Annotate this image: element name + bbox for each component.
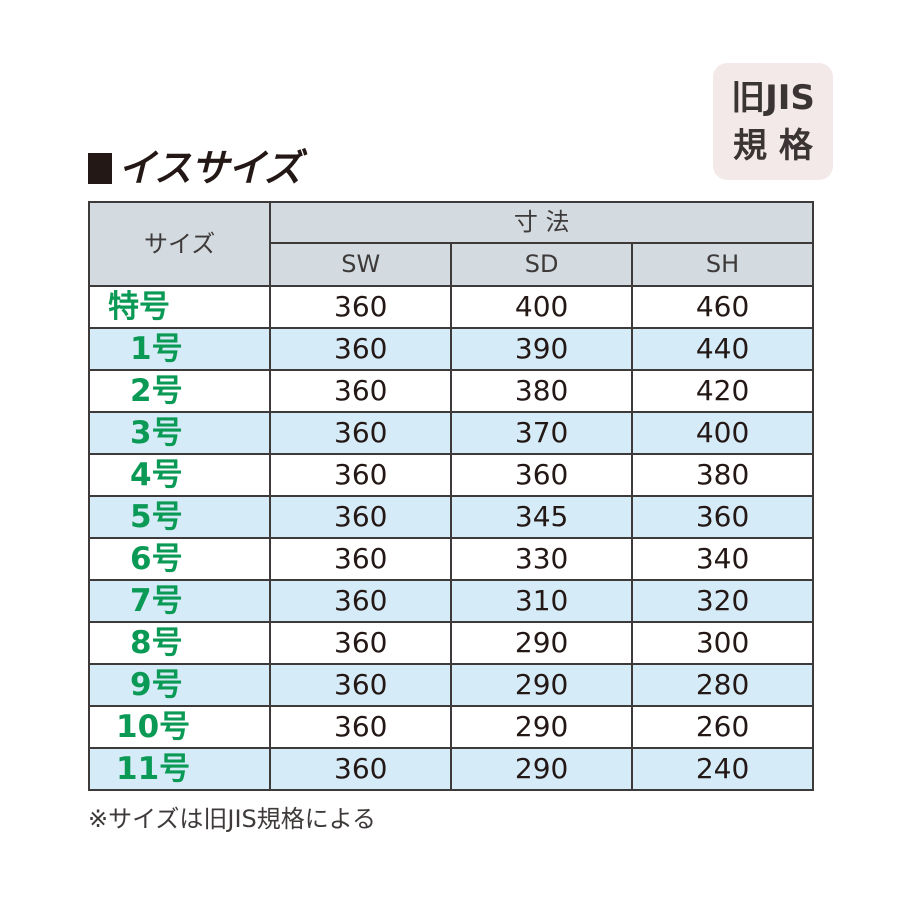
table-row: 4号 360 360 380 [87, 453, 814, 497]
cell-sh: 320 [631, 579, 814, 623]
cell-sw: 360 [269, 327, 453, 371]
section-title: イスサイズ [88, 140, 814, 196]
table-row: 2号 360 380 420 [87, 369, 814, 413]
cell-sw: 360 [269, 747, 453, 791]
cell-sw: 360 [269, 705, 453, 749]
table-row: 3号 360 370 400 [87, 411, 814, 455]
table-row: 7号 360 310 320 [87, 579, 814, 623]
section-title-text: イスサイズ [118, 146, 302, 190]
cell-sw: 360 [269, 495, 453, 539]
table-row: 8号 360 290 300 [87, 621, 814, 665]
cell-sh: 300 [631, 621, 814, 665]
cell-sh: 260 [631, 705, 814, 749]
cell-sd: 310 [450, 579, 634, 623]
cell-sh: 440 [631, 327, 814, 371]
badge-line1: 旧JIS [731, 77, 815, 118]
cell-sd: 370 [450, 411, 634, 455]
cell-sh: 380 [631, 453, 814, 497]
size-label: 8号 [87, 621, 272, 665]
size-label: 6号 [87, 537, 272, 581]
column-header-sh: SH [631, 242, 814, 287]
cell-sd: 380 [450, 369, 634, 413]
size-label: 1号 [87, 327, 272, 371]
cell-sd: 330 [450, 537, 634, 581]
size-label: 4号 [87, 453, 272, 497]
table-row: 特号 360 400 460 [87, 285, 814, 329]
square-bullet-icon [88, 152, 112, 184]
table-row: 11号 360 290 240 [87, 747, 814, 791]
cell-sd: 400 [450, 285, 634, 329]
table-row: 1号 360 390 440 [87, 327, 814, 371]
cell-sh: 280 [631, 663, 814, 707]
cell-sd: 290 [450, 705, 634, 749]
main-content: イスサイズ サイズ 寸 法 SW SD SH 特号 360 400 460 1号 360 3… [87, 140, 814, 835]
size-label: 7号 [87, 579, 272, 623]
cell-sd: 390 [450, 327, 634, 371]
footnote: ※サイズは旧JIS規格による [88, 805, 377, 833]
cell-sh: 400 [631, 411, 814, 455]
table-row: 5号 360 345 360 [87, 495, 814, 539]
column-header-sw: SW [269, 242, 453, 287]
cell-sw: 360 [269, 579, 453, 623]
cell-sd: 345 [450, 495, 634, 539]
cell-sw: 360 [269, 621, 453, 665]
cell-sw: 360 [269, 369, 453, 413]
cell-sh: 340 [631, 537, 814, 581]
size-label: 3号 [87, 411, 272, 455]
size-label: 11号 [87, 747, 272, 791]
table-row: 10号 360 290 260 [87, 705, 814, 749]
cell-sw: 360 [269, 663, 453, 707]
size-header: サイズ [87, 201, 272, 287]
dimension-header: 寸 法 [269, 201, 814, 244]
size-label: 2号 [87, 369, 272, 413]
cell-sw: 360 [269, 411, 453, 455]
cell-sw: 360 [269, 537, 453, 581]
cell-sh: 240 [631, 747, 814, 791]
size-label: 5号 [87, 495, 272, 539]
cell-sd: 290 [450, 663, 634, 707]
table-row: 6号 360 330 340 [87, 537, 814, 581]
old-jis-badge: 旧JIS 規 格 [713, 63, 833, 180]
cell-sd: 360 [450, 453, 634, 497]
size-label: 10号 [87, 705, 272, 749]
cell-sd: 290 [450, 747, 634, 791]
cell-sh: 460 [631, 285, 814, 329]
size-label: 特号 [87, 285, 272, 329]
cell-sh: 360 [631, 495, 814, 539]
cell-sh: 420 [631, 369, 814, 413]
size-label: 9号 [87, 663, 272, 707]
cell-sd: 290 [450, 621, 634, 665]
cell-sw: 360 [269, 285, 453, 329]
chair-size-table: サイズ 寸 法 SW SD SH 特号 360 400 460 1号 360 390 440 2… [87, 201, 814, 791]
column-header-sd: SD [450, 242, 634, 287]
table-row: 9号 360 290 280 [87, 663, 814, 707]
badge-line2: 規 格 [733, 125, 813, 166]
cell-sw: 360 [269, 453, 453, 497]
